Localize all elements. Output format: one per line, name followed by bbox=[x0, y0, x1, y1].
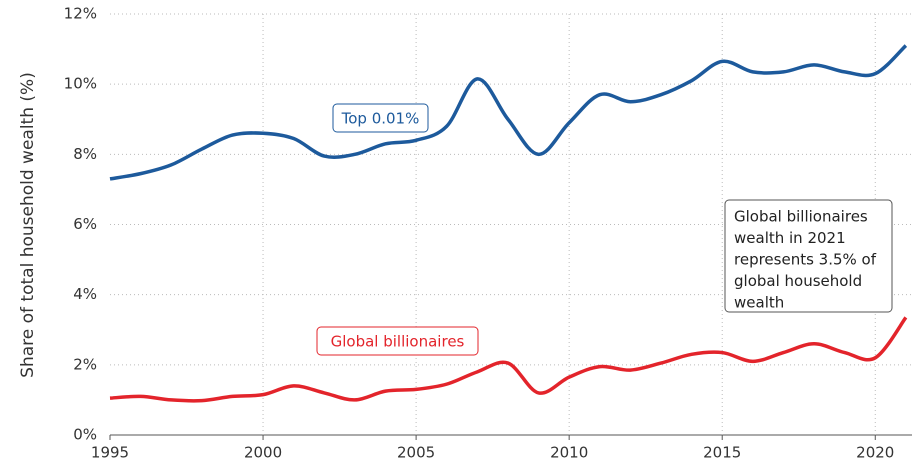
x-tick-label: 2000 bbox=[244, 444, 282, 462]
x-tick-label: 1995 bbox=[91, 444, 129, 462]
annotation-text: Global billionaires bbox=[734, 208, 868, 226]
y-tick-label: 4% bbox=[73, 285, 97, 303]
x-tick-label: 2005 bbox=[397, 444, 435, 462]
series-label: Global billionaires bbox=[331, 333, 465, 351]
series-line bbox=[109, 316, 908, 403]
x-tick-label: 2010 bbox=[550, 444, 588, 462]
y-tick-label: 6% bbox=[73, 215, 97, 233]
annotation-text: wealth bbox=[734, 294, 784, 312]
y-tick-label: 0% bbox=[73, 426, 97, 444]
y-tick-label: 2% bbox=[73, 355, 97, 373]
series-label-box bbox=[316, 326, 479, 356]
x-tick-label: 2020 bbox=[856, 444, 894, 462]
series-line bbox=[109, 44, 908, 181]
y-tick-label: 12% bbox=[64, 5, 97, 23]
y-tick-label: 8% bbox=[73, 145, 97, 163]
y-tick-label: 10% bbox=[64, 75, 97, 93]
series-label-box bbox=[332, 103, 429, 133]
annotation-box bbox=[724, 199, 893, 313]
annotation-text: wealth in 2021 bbox=[734, 229, 846, 247]
series-label: Top 0.01% bbox=[341, 110, 420, 128]
y-axis-title: Share of total household wealth (%) bbox=[18, 72, 38, 378]
annotation-text: represents 3.5% of bbox=[734, 251, 877, 269]
x-tick-label: 2015 bbox=[703, 444, 741, 462]
annotation-text: global household bbox=[734, 272, 862, 290]
